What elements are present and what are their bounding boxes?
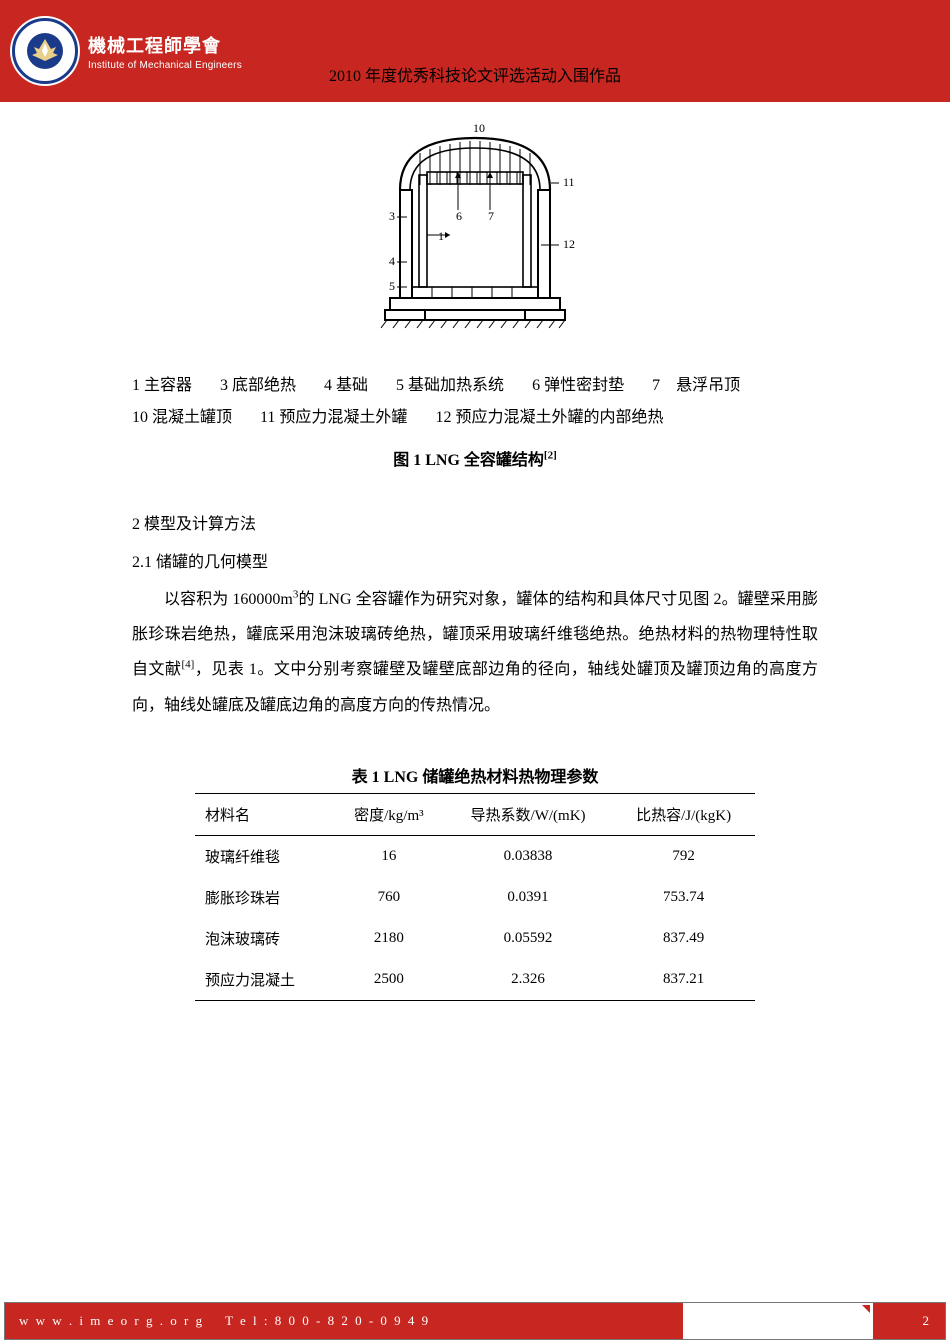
legend-item: 10 混凝土罐顶 [132,409,232,426]
org-text: 機械工程師學會 Institute of Mechanical Engineer… [88,32,242,71]
table-header: 材料名 [195,793,334,835]
body-text: ，见表 1。文中分别考察罐壁及罐壁底部边角的径向，轴线处罐顶及罐顶边角的高度方向… [132,661,818,713]
figure-caption-ref: [2] [544,450,557,462]
table-cell: 0.05592 [444,918,612,959]
table-caption: 表 1 LNG 储罐绝热材料热物理参数 [132,763,818,787]
legend-item: 7 悬浮吊顶 [652,377,740,394]
figure-caption-text: 图 1 LNG 全容罐结构 [393,452,544,469]
body-text: 以容积为 160000m [164,591,293,608]
footer-left: w w w . i m e o r g . o r g T e l : 8 0 … [5,1303,683,1339]
figure-1-diagram: 10 6 7 1 3 4 5 11 12 [132,120,818,340]
doc-title: 2010 年度优秀科技论文评选活动入围作品 [329,62,621,86]
table-row: 膨胀珍珠岩 760 0.0391 753.74 [195,877,755,918]
table-cell: 837.49 [612,918,755,959]
label-1: 1 [438,229,444,243]
page-footer: w w w . i m e o r g . o r g T e l : 8 0 … [4,1302,946,1340]
footer-tel: T e l : 8 0 0 - 8 2 0 - 0 9 4 9 [225,1313,430,1329]
page-content: 10 6 7 1 3 4 5 11 12 1 主容器 3 底部绝热 4 基础 5… [0,110,950,1001]
legend-item: 11 预应力混凝土外罐 [260,409,407,426]
table-cell: 792 [612,835,755,877]
org-logo [10,16,80,86]
org-name-cn: 機械工程師學會 [88,32,242,58]
table-row: 玻璃纤维毯 16 0.03838 792 [195,835,755,877]
table-cell: 2500 [334,959,444,1001]
table-cell: 837.21 [612,959,755,1001]
table-row: 泡沫玻璃砖 2180 0.05592 837.49 [195,918,755,959]
legend-item: 4 基础 [324,377,368,394]
label-6: 6 [456,209,462,223]
footer-url: w w w . i m e o r g . o r g [19,1313,204,1329]
section-2-1-heading: 2.1 储罐的几何模型 [132,548,818,572]
table-cell: 0.03838 [444,835,612,877]
table-row: 预应力混凝土 2500 2.326 837.21 [195,959,755,1001]
table-header: 比热容/J/(kgK) [612,793,755,835]
page-header: 機械工程師學會 Institute of Mechanical Engineer… [0,0,950,102]
table-cell: 预应力混凝土 [195,959,334,1001]
figure-legend: 1 主容器 3 底部绝热 4 基础 5 基础加热系统 6 弹性密封垫 7 悬浮吊… [132,370,818,434]
label-3: 3 [389,209,395,223]
label-7: 7 [488,209,494,223]
legend-item: 3 底部绝热 [220,377,296,394]
footer-page: 2 [873,1303,945,1339]
tank-diagram-svg: 10 6 7 1 3 4 5 11 12 [345,120,605,340]
label-5: 5 [389,279,395,293]
table-cell: 753.74 [612,877,755,918]
table-cell: 2.326 [444,959,612,1001]
label-4: 4 [389,254,395,268]
table-cell: 玻璃纤维毯 [195,835,334,877]
legend-item: 5 基础加热系统 [396,377,504,394]
legend-item: 1 主容器 [132,377,192,394]
footer-gap [683,1303,873,1339]
label-10: 10 [473,121,485,135]
table-cell: 760 [334,877,444,918]
figure-caption: 图 1 LNG 全容罐结构[2] [132,446,818,470]
label-12: 12 [563,237,575,251]
table-cell: 泡沫玻璃砖 [195,918,334,959]
table-header: 密度/kg/m³ [334,793,444,835]
legend-item: 12 预应力混凝土外罐的内部绝热 [435,409,663,426]
materials-table: 材料名 密度/kg/m³ 导热系数/W/(mK) 比热容/J/(kgK) 玻璃纤… [195,793,755,1001]
eagle-icon [25,31,65,71]
org-name-en: Institute of Mechanical Engineers [88,60,242,71]
table-cell: 2180 [334,918,444,959]
body-sup: [4] [182,659,195,671]
table-header-row: 材料名 密度/kg/m³ 导热系数/W/(mK) 比热容/J/(kgK) [195,793,755,835]
table-header: 导热系数/W/(mK) [444,793,612,835]
table-cell: 0.0391 [444,877,612,918]
body-paragraph-1: 以容积为 160000m3的 LNG 全容罐作为研究对象，罐体的结构和具体尺寸见… [132,582,818,723]
table-cell: 16 [334,835,444,877]
table-cell: 膨胀珍珠岩 [195,877,334,918]
label-11: 11 [563,175,575,189]
legend-item: 6 弹性密封垫 [532,377,624,394]
section-2-heading: 2 模型及计算方法 [132,510,818,534]
